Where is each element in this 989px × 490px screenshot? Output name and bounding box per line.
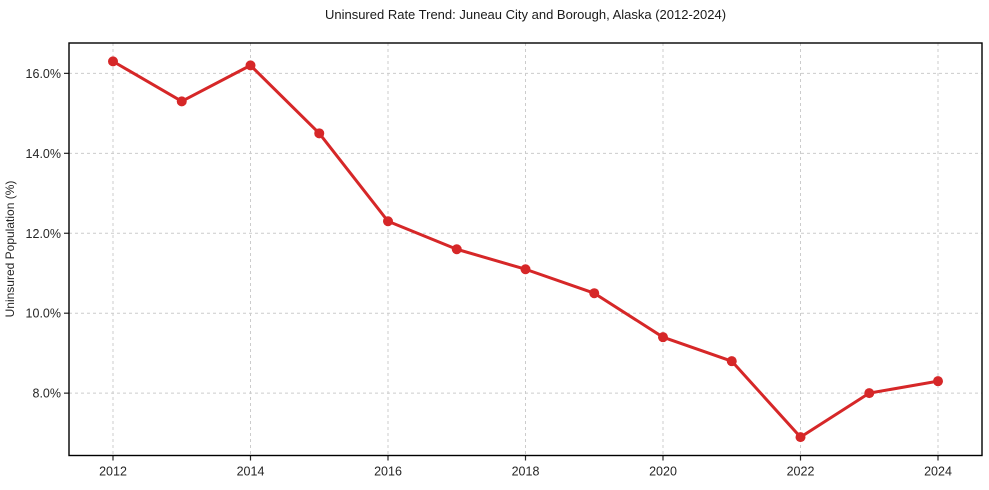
data-point-2024 — [933, 376, 943, 387]
x-tick-label: 2016 — [374, 465, 402, 479]
y-tick-label: 10.0% — [26, 307, 61, 321]
y-tick-label: 16.0% — [26, 67, 61, 81]
series-layer — [108, 56, 943, 443]
data-point-2022 — [795, 432, 806, 443]
data-point-2019 — [589, 288, 600, 299]
y-tick-label: 14.0% — [26, 147, 61, 161]
x-tick-label: 2022 — [787, 465, 815, 479]
data-point-2020 — [658, 332, 668, 343]
plot-frame — [68, 42, 983, 457]
grid-layer — [69, 43, 982, 456]
x-tick-label: 2018 — [512, 465, 540, 479]
data-point-2023 — [864, 388, 875, 399]
y-axis-label: Uninsured Population (%) — [3, 181, 17, 318]
tick-layer: 8.0% 10.0% 12.0% 14.0% 16.0% 2012 2014 2016 2018… — [26, 67, 952, 479]
data-point-2012 — [108, 56, 118, 67]
data-point-2015 — [314, 128, 325, 139]
chart-title: Uninsured Rate Trend: Juneau City and Bo… — [324, 7, 727, 22]
y-tick-label: 12.0% — [26, 227, 61, 241]
data-point-2014 — [245, 60, 256, 71]
x-tick-label: 2024 — [924, 465, 952, 479]
data-point-2016 — [383, 216, 393, 227]
data-point-2013 — [176, 96, 187, 107]
x-tick-label: 2014 — [237, 465, 265, 479]
y-tick-label: 8.0% — [33, 387, 62, 401]
x-tick-label: 2012 — [99, 465, 127, 479]
x-tick-label: 2020 — [649, 465, 677, 479]
data-point-2021 — [726, 356, 737, 367]
data-point-2018 — [520, 264, 531, 275]
data-point-2017 — [451, 244, 462, 255]
